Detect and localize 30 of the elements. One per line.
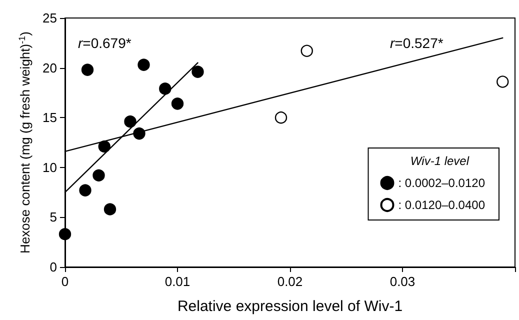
- point: [58, 228, 72, 240]
- point: [104, 203, 116, 216]
- point: [496, 76, 509, 88]
- point: [159, 82, 172, 95]
- point: [92, 169, 105, 182]
- legend-title: Wiv-1 level: [410, 154, 470, 168]
- y-tick-label: 0: [50, 260, 57, 274]
- annotation: r=0.679*: [78, 35, 132, 51]
- x-tick-label: 0.02: [277, 274, 303, 289]
- point: [274, 112, 288, 124]
- y-tick-label: 25: [42, 10, 57, 26]
- y-tick-label: 15: [42, 110, 57, 126]
- x-axis-title: Relative expression level of Wiv-1: [177, 298, 403, 315]
- point: [300, 44, 313, 57]
- y-axis-title: Hexose content (mg (g fresh weight)-1): [17, 32, 33, 254]
- x-tick-label: 0: [61, 274, 69, 289]
- x-tick-label: 0.03: [390, 274, 416, 289]
- point: [138, 58, 150, 71]
- y-tick-label: 10: [42, 160, 57, 175]
- point: [81, 64, 94, 76]
- annotation: r=0.527*: [390, 35, 444, 51]
- y-tick-label: 20: [42, 60, 57, 76]
- point: [171, 98, 184, 110]
- legend-label: : 0.0120–0.0400: [398, 198, 486, 212]
- y-tick-label: 5: [50, 210, 57, 225]
- legend-label: : 0.0002–0.0120: [398, 176, 486, 190]
- point: [79, 184, 92, 196]
- x-tick-label: 0.01: [164, 274, 190, 289]
- point: [124, 115, 136, 128]
- point: [192, 66, 204, 78]
